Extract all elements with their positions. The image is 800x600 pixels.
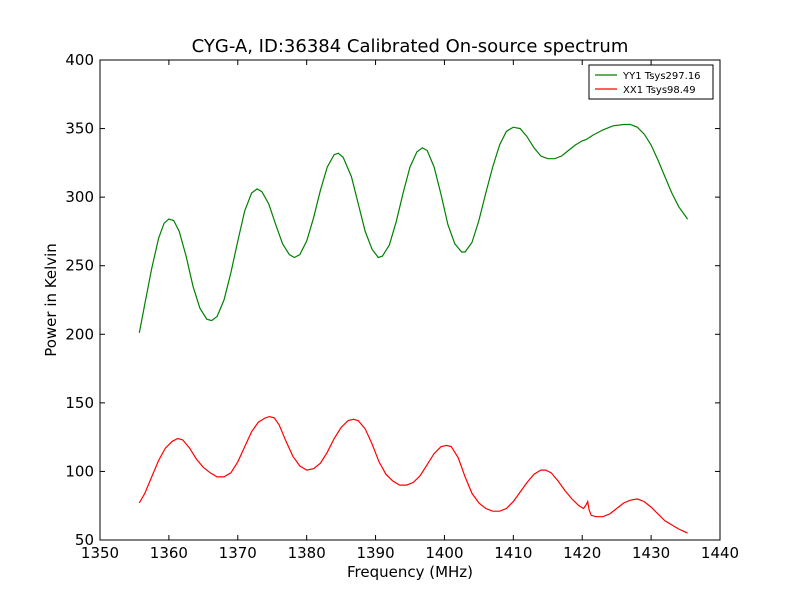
legend-label-0: YY1 Tsys297.16: [622, 71, 701, 82]
legend-label-1: XX1 Tsys98.49: [623, 85, 696, 96]
y-tick-label: 200: [65, 325, 94, 343]
x-tick-label: 1440: [701, 544, 739, 562]
x-tick-label: 1380: [288, 544, 326, 562]
x-tick-label: 1360: [150, 544, 188, 562]
y-tick-label: 400: [65, 51, 94, 69]
legend-box: [588, 64, 714, 100]
y-axis: 50 100 150 200 250 300 350 400: [65, 51, 720, 549]
legend: YY1 Tsys297.16 XX1 Tsys98.49: [588, 64, 714, 100]
y-tick-label: 50: [75, 531, 94, 549]
x-tick-label: 1350: [81, 544, 119, 562]
x-tick-label: 1410: [494, 544, 532, 562]
y-tick-label: 150: [65, 394, 94, 412]
series-line-1: [138, 415, 688, 534]
y-tick-label: 300: [65, 188, 94, 206]
x-axis: 1350 1360 1370 1380 1390 1400 1410 1420 1430 1440: [81, 60, 739, 562]
x-tick-label: 1430: [632, 544, 670, 562]
y-tick-label: 250: [65, 257, 94, 275]
x-axis-label: Frequency (MHz): [347, 563, 473, 581]
series-line-0: [138, 123, 689, 334]
x-tick-label: 1420: [563, 544, 601, 562]
x-tick-label: 1390: [356, 544, 394, 562]
x-tick-label: 1370: [219, 544, 257, 562]
plot-frame: [99, 59, 721, 541]
y-axis-label: Power in Kelvin: [42, 243, 60, 357]
y-tick-label: 100: [65, 462, 94, 480]
x-tick-label: 1400: [425, 544, 463, 562]
chart-title: CYG-A, ID:36384 Calibrated On-source spe…: [192, 36, 629, 57]
y-tick-label: 350: [65, 120, 94, 138]
